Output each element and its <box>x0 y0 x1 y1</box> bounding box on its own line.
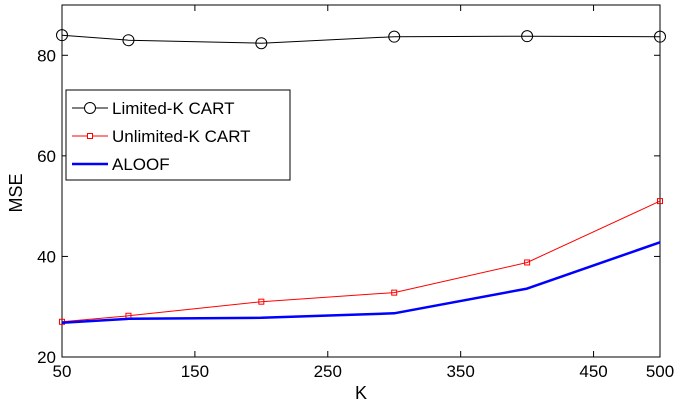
data-point-limited-k-cart <box>56 29 68 42</box>
x-tick-label: 500 <box>646 362 674 381</box>
data-point-unlimited-k-cart <box>391 289 398 296</box>
x-tick-label: 450 <box>579 362 607 381</box>
series-line-unlimited-k-cart <box>61 200 661 323</box>
y-tick-label: 80 <box>37 46 56 65</box>
x-tick-label: 50 <box>53 362 72 381</box>
series-line-limited-k-cart <box>61 34 661 44</box>
legend-box <box>65 89 291 181</box>
legend: Limited-K CART Unlimited-K CART ALOOF <box>65 89 291 181</box>
data-point-limited-k-cart <box>654 30 666 43</box>
legend-label-limited-k-cart: Limited-K CART <box>112 99 235 118</box>
y-tick-label: 20 <box>37 348 56 367</box>
legend-label-aloof: ALOOF <box>112 155 170 174</box>
series-line-aloof <box>61 241 661 325</box>
data-point-unlimited-k-cart <box>524 259 531 266</box>
plot-series <box>56 29 666 325</box>
x-tick-label: 250 <box>314 362 342 381</box>
x-tick-label: 150 <box>181 362 209 381</box>
data-point-limited-k-cart <box>122 34 135 47</box>
data-point-limited-k-cart <box>388 30 401 43</box>
x-axis-label: K <box>355 383 367 402</box>
y-tick-label: 60 <box>37 147 56 166</box>
legend-marker-unlimited-k-cart <box>87 133 93 139</box>
legend-marker-limited-k-cart <box>84 102 96 114</box>
axes: 50 150 250 350 450 500 20 40 60 80 <box>37 4 674 381</box>
data-point-limited-k-cart <box>255 37 268 50</box>
y-tick-label: 40 <box>37 247 56 266</box>
data-point-unlimited-k-cart <box>657 198 663 205</box>
data-point-unlimited-k-cart <box>258 298 265 305</box>
legend-label-unlimited-k-cart: Unlimited-K CART <box>112 127 251 146</box>
x-tick-label: 350 <box>446 362 474 381</box>
y-axis-label: MSE <box>6 173 26 212</box>
data-point-limited-k-cart <box>521 30 534 43</box>
plot-frame <box>61 4 661 358</box>
